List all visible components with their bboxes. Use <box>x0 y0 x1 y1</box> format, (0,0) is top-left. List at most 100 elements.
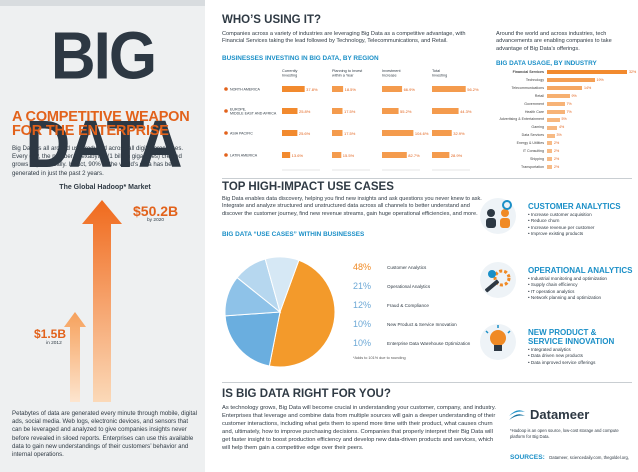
industry-label: Shipping <box>530 156 544 161</box>
industry-bar <box>547 117 560 122</box>
use-case-card: CUSTOMER ANALYTICS • Increase customer ac… <box>478 192 636 252</box>
region-value-label: 25.6% <box>299 131 311 136</box>
industry-chart-title: BIG DATA USAGE, BY INDUSTRY <box>496 60 597 67</box>
region-bar <box>432 108 459 114</box>
use-case-details: CUSTOMER ANALYTICS • Increase customer ac… <box>478 192 636 382</box>
industry-bar <box>547 149 552 154</box>
pie-legend-value: 21% <box>353 281 372 291</box>
region-bar <box>382 152 407 158</box>
region-bar <box>332 152 342 158</box>
who-text: Companies across a variety of industries… <box>222 31 466 45</box>
large-arrow <box>82 200 122 402</box>
industry-bar <box>547 86 582 91</box>
industry-value: 2% <box>554 156 560 161</box>
region-value-label: 104.6% <box>415 131 429 136</box>
industry-label: Advertising & Entertainment <box>499 117 544 122</box>
use-case-bullet: • Industrial monitoring and optimization <box>528 276 607 281</box>
industry-label: Gaming <box>531 125 544 130</box>
industry-value: 7% <box>566 109 572 114</box>
region-value-label: 32.9% <box>453 131 465 136</box>
region-marker-icon <box>224 153 228 157</box>
use-case-bullet: • Data improved service offerings <box>528 359 596 365</box>
industry-label: Government <box>524 101 544 106</box>
region-bar <box>332 86 344 92</box>
subtitle-line-1: A COMPETITIVE WEAPON <box>12 109 190 125</box>
region-marker-icon <box>224 87 228 91</box>
divider-2 <box>222 382 632 383</box>
region-value-label: 17.5% <box>344 109 356 114</box>
industry-value: 9% <box>571 93 577 98</box>
datameer-logo-icon <box>509 410 525 420</box>
wrench-gear-icon <box>478 260 518 300</box>
pie-legend-value: 10% <box>353 319 372 329</box>
datameer-logo: Datameer <box>508 405 632 423</box>
region-chart: Currently Investing 37.8% 25.8% 25.6% 13.6% Pl… <box>224 69 479 171</box>
use-text: Big Data enables data discovery, helping… <box>222 196 482 217</box>
region-value-label: 17.5% <box>344 131 356 136</box>
pie-legend-item: 21% Operational Analytics <box>353 281 430 291</box>
industry-value: 5% <box>561 117 567 122</box>
industry-label: Data Services <box>521 133 544 138</box>
sources-text: Datameer, sciencedaily.com, thegoldel.or… <box>549 455 630 460</box>
industry-bar <box>547 125 557 130</box>
region-category-label: ASIA PACIFIC <box>230 132 253 136</box>
region-bar <box>432 86 466 92</box>
bottom-left-text: Petabytes of data are generated every mi… <box>12 410 197 459</box>
region-bar <box>382 130 414 136</box>
use-case-bullet: • Data driven new products <box>528 353 583 359</box>
industry-label: Health Care <box>524 109 544 114</box>
industry-bar <box>547 70 627 75</box>
region-value-label: 66.9% <box>404 87 416 92</box>
pie-legend-value: 12% <box>353 300 372 310</box>
use-case-title-line: SERVICE INNOVATION <box>528 337 615 346</box>
pie-legend-item: 48% Customer Analytics <box>353 262 426 272</box>
region-bar <box>382 108 399 114</box>
use-case-title: CUSTOMER ANALYTICS <box>528 202 636 211</box>
subtitle: A COMPETITIVE WEAPON FOR THE ENTERPRISE <box>12 109 200 139</box>
industry-label: IT Consulting <box>522 149 544 153</box>
region-value-label: 82.7% <box>408 153 420 158</box>
sources-label: SOURCES: <box>510 454 545 461</box>
pie-legend-item: 10% New Product & Service Innovation <box>353 319 457 329</box>
region-value-label: 55.2% <box>400 109 412 114</box>
pie-slice <box>268 259 336 368</box>
use-case-bullets: • Integrated analytics • Data driven new … <box>528 347 636 366</box>
use-case-title: OPERATIONAL ANALYTICS <box>528 266 636 275</box>
pie-slice <box>224 311 281 367</box>
region-series-header: Currently Investing <box>282 69 298 78</box>
use-case-title: NEW PRODUCT & SERVICE INNOVATION <box>528 328 636 346</box>
intro-text: Big Data is all around us, produced acro… <box>12 145 184 177</box>
region-marker-icon <box>224 109 228 113</box>
main-title: BIG DATA <box>25 19 183 183</box>
bottom-text: As technology grows, Big Data will becom… <box>222 405 496 451</box>
pie-legend-label: Operational Analytics <box>387 283 431 289</box>
industry-value: 2% <box>554 149 560 153</box>
use-case-bullet: • Increase revenue per customer <box>528 224 595 230</box>
region-bar <box>382 86 403 92</box>
use-case-bullet: • Integrated analytics <box>528 347 571 352</box>
lightbulb-icon <box>478 322 518 362</box>
industry-bar <box>547 78 595 83</box>
industry-bar <box>547 165 552 170</box>
use-case-bullets: • Industrial monitoring and optimization… <box>528 276 636 301</box>
region-bar <box>282 108 298 114</box>
use-case-bullets: • Increase customer acquisition • Reduce … <box>528 212 636 237</box>
region-bar <box>282 130 298 136</box>
industry-label: Energy & Utilities <box>516 141 544 146</box>
industry-value: 7% <box>566 101 572 106</box>
region-value-label: 18.5% <box>345 87 357 92</box>
pie-title: BIG DATA “USE CASES” WITHIN BUSINESSES <box>222 231 365 238</box>
pie-slice <box>264 256 300 314</box>
industry-label: Technology <box>525 77 544 82</box>
industry-value: 32% <box>629 70 637 74</box>
top-strip <box>0 0 205 6</box>
use-case-card: NEW PRODUCT & SERVICE INNOVATION • Integra… <box>478 318 636 378</box>
market-high-value: $50.2B <box>133 203 179 219</box>
market-low-sub: in 2012 <box>46 341 62 346</box>
region-category-label: EUROPE, MIDDLE EAST AND AFRICA <box>230 108 277 116</box>
pie-legend-value: 10% <box>353 338 372 348</box>
sources: SOURCES: Datameer, sciencedaily.com, the… <box>510 446 632 472</box>
region-value-label: 13.6% <box>292 153 304 158</box>
region-series-header: Investment Increase <box>382 69 402 78</box>
industry-value: 2% <box>554 141 560 146</box>
